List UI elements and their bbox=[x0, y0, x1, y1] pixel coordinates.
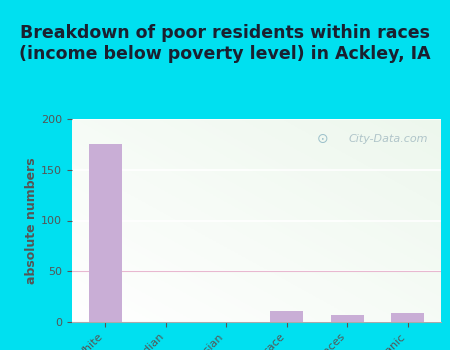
Text: City-Data.com: City-Data.com bbox=[349, 134, 428, 144]
Bar bbox=[89, 145, 122, 322]
Y-axis label: absolute numbers: absolute numbers bbox=[25, 157, 38, 284]
Bar bbox=[331, 315, 364, 322]
Bar bbox=[391, 313, 424, 322]
Text: Breakdown of poor residents within races
(income below poverty level) in Ackley,: Breakdown of poor residents within races… bbox=[19, 24, 431, 63]
Text: ⊙: ⊙ bbox=[317, 132, 329, 146]
Bar bbox=[270, 311, 303, 322]
